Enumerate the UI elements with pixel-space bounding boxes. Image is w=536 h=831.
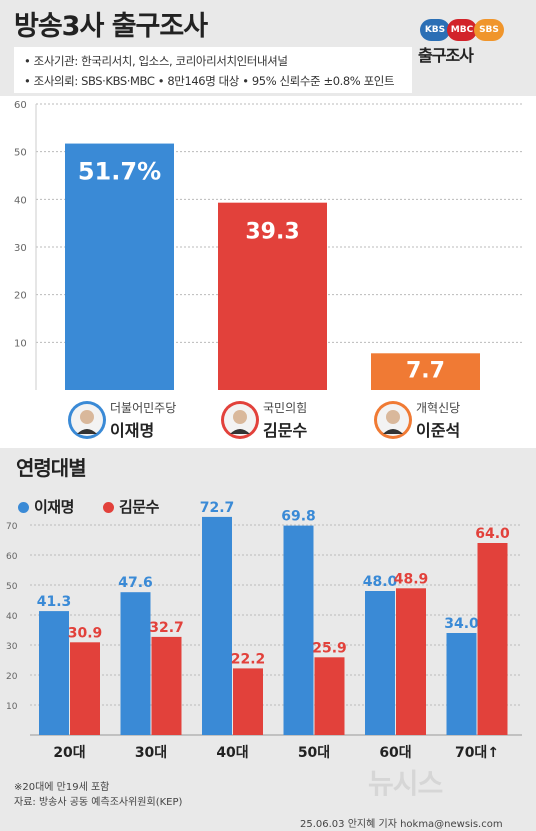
bar-value-label: 51.7% bbox=[78, 158, 161, 186]
y-tick-label: 50 bbox=[6, 582, 18, 592]
bar bbox=[202, 516, 232, 735]
survey-agencies: • 조사기관: 한국리서치, 입소스, 코리아리서치인터내셔널 bbox=[24, 54, 288, 68]
bar-value-label: 72.7 bbox=[200, 500, 235, 516]
candidate-name: 김문수 bbox=[263, 421, 307, 440]
y-tick-label: 60 bbox=[6, 552, 18, 562]
logo-caption: 출구조사 bbox=[418, 46, 474, 65]
y-tick-label: 50 bbox=[14, 148, 27, 159]
x-tick-label: 60대 bbox=[379, 745, 411, 761]
bar bbox=[365, 591, 395, 735]
y-tick-label: 30 bbox=[6, 642, 18, 652]
bar-value-label: 25.9 bbox=[312, 640, 347, 656]
footnote: ※20대에 만19세 포함 bbox=[14, 782, 110, 793]
candidate-face bbox=[386, 410, 400, 424]
age-chart: 10 20 30 40 50 60 70 41.3 30.9 20대 47.6 32.7 30대 72.7… bbox=[0, 490, 536, 780]
bar bbox=[39, 611, 69, 735]
bar-value-label: 39.3 bbox=[245, 220, 299, 245]
bar bbox=[396, 588, 426, 735]
bar-value-label: 69.8 bbox=[281, 509, 316, 525]
x-tick-label: 50대 bbox=[298, 745, 330, 761]
candidate-name: 이준석 bbox=[416, 421, 460, 440]
party-label: 더불어민주당 bbox=[110, 401, 176, 415]
age-chart-title: 연령대별 bbox=[16, 456, 87, 480]
sbs-logo: SBS bbox=[474, 19, 504, 41]
candidate-suit bbox=[230, 429, 250, 434]
y-tick-label: 40 bbox=[6, 612, 18, 622]
bar-value-label: 7.7 bbox=[406, 358, 445, 383]
y-tick-label: 60 bbox=[14, 100, 27, 111]
y-tick-label: 40 bbox=[14, 195, 27, 206]
survey-info-box: • 조사기관: 한국리서치, 입소스, 코리아리서치인터내셔널 • 조사의뢰: … bbox=[14, 47, 412, 93]
bar-value-label: 30.9 bbox=[68, 625, 103, 641]
x-tick-label: 70대↑ bbox=[455, 745, 499, 761]
bar-value-label: 48.9 bbox=[394, 571, 429, 587]
legend-lee: 이재명 bbox=[18, 496, 74, 517]
bar bbox=[70, 642, 100, 735]
bar-value-label: 64.0 bbox=[475, 526, 510, 542]
credit-line: 25.06.03 안지혜 기자 hokma@newsis.com bbox=[300, 819, 503, 830]
page-title: 방송3사 출구조사 bbox=[14, 11, 208, 42]
bar bbox=[371, 353, 480, 390]
broadcaster-logos: KBS MBC SBS bbox=[420, 19, 504, 43]
bar bbox=[151, 636, 182, 735]
age-chart-svg: 10 20 30 40 50 60 70 41.3 30.9 20대 47.6 32.7 30대 72.7… bbox=[6, 500, 522, 761]
legend-kim-label: 김문수 bbox=[119, 498, 159, 516]
legend-kim-dot bbox=[103, 502, 114, 513]
bar-value-label: 47.6 bbox=[118, 575, 153, 591]
bar-value-label: 34.0 bbox=[444, 616, 479, 632]
bar bbox=[65, 143, 174, 390]
y-tick-label: 20 bbox=[6, 672, 18, 682]
kbs-logo: KBS bbox=[420, 19, 450, 41]
y-tick-label: 30 bbox=[14, 243, 27, 254]
bar-value-label: 41.3 bbox=[37, 594, 72, 610]
y-tick-label: 70 bbox=[6, 522, 18, 532]
party-label: 개혁신당 bbox=[416, 401, 460, 415]
bar bbox=[120, 592, 151, 735]
y-tick-label: 10 bbox=[6, 702, 18, 712]
legend-lee-dot bbox=[18, 502, 29, 513]
y-tick-label: 10 bbox=[14, 338, 27, 349]
candidate-suit bbox=[383, 429, 403, 434]
x-tick-label: 40대 bbox=[216, 745, 248, 761]
bar bbox=[477, 543, 508, 735]
bar bbox=[218, 202, 327, 390]
legend-kim: 김문수 bbox=[103, 496, 159, 517]
source-note: 자료: 방송사 공동 예측조사위원회(KEP) bbox=[14, 797, 183, 808]
mbc-logo: MBC bbox=[447, 19, 477, 41]
x-tick-label: 20대 bbox=[53, 745, 85, 761]
candidate-name: 이재명 bbox=[110, 421, 154, 440]
bar bbox=[283, 525, 314, 735]
candidate-face bbox=[233, 410, 247, 424]
x-tick-label: 30대 bbox=[135, 745, 167, 761]
y-tick-label: 20 bbox=[14, 291, 27, 302]
survey-method: • 조사의뢰: SBS·KBS·MBC • 8만146명 대상 • 95% 신뢰… bbox=[24, 74, 395, 88]
candidate-face bbox=[80, 410, 94, 424]
newsis-watermark: 뉴시스 bbox=[368, 767, 443, 800]
bar-value-label: 48.0 bbox=[363, 574, 398, 590]
bar-value-label: 22.2 bbox=[231, 651, 266, 667]
candidate-suit bbox=[77, 429, 97, 434]
bar bbox=[233, 668, 263, 735]
party-label: 국민의힘 bbox=[263, 401, 307, 415]
legend-lee-label: 이재명 bbox=[34, 498, 74, 516]
bar-value-label: 32.7 bbox=[149, 620, 184, 636]
bar bbox=[314, 657, 345, 735]
bar bbox=[446, 633, 477, 735]
